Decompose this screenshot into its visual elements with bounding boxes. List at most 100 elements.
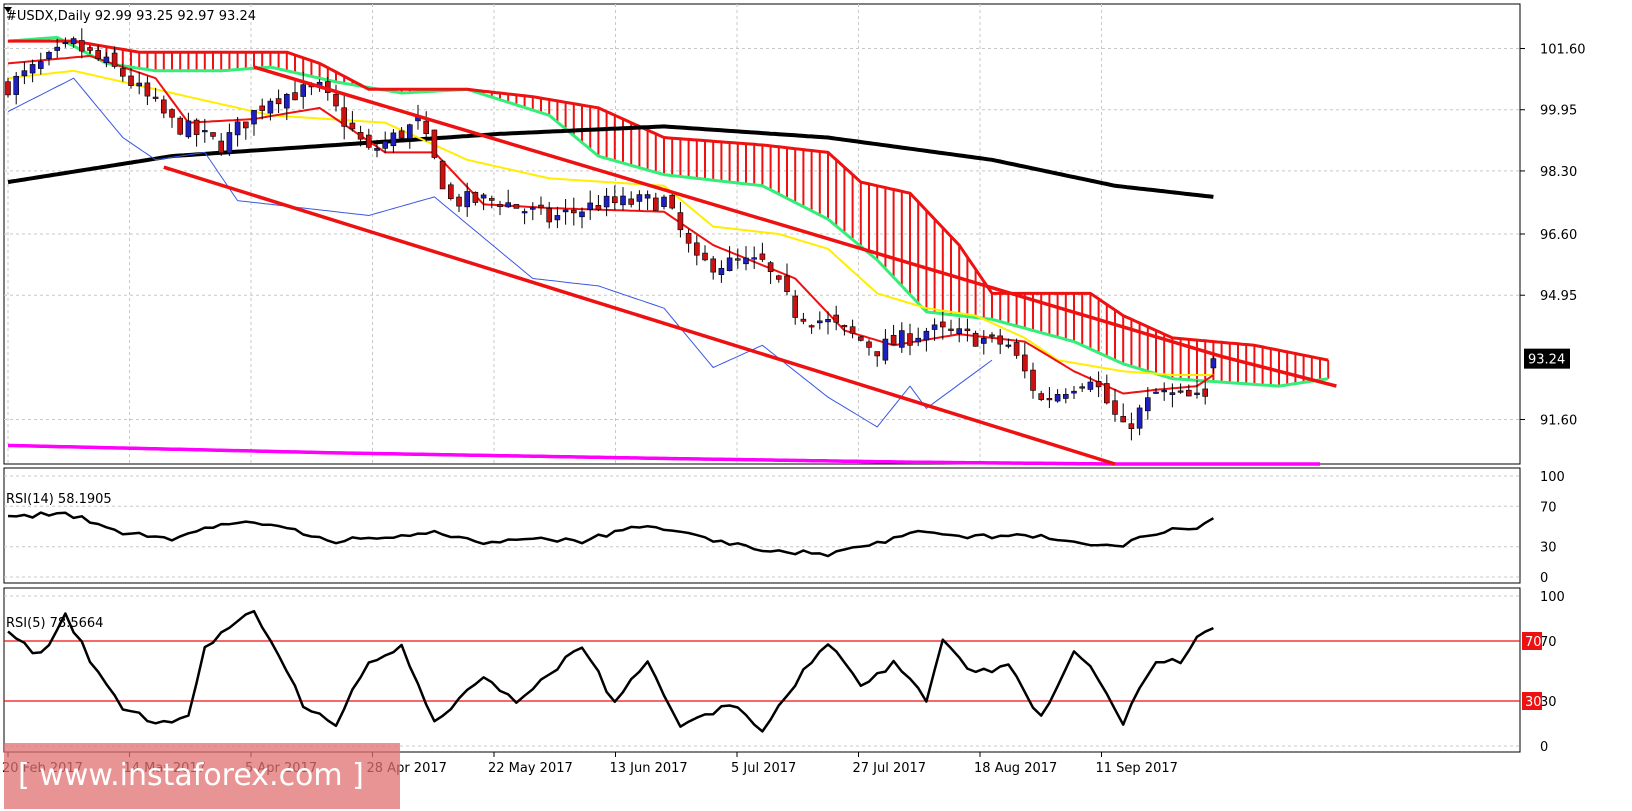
rsi-line: [7, 609, 1214, 733]
candle-body: [1021, 354, 1028, 372]
candle-body: [120, 68, 126, 77]
candle-body: [554, 215, 561, 221]
menu-triangle-icon[interactable]: [4, 7, 12, 13]
candle-body: [620, 195, 626, 206]
candle-body: [579, 211, 585, 218]
candle-body: [1194, 392, 1200, 395]
candle-body: [661, 196, 667, 207]
rsi-line: [7, 511, 1215, 558]
moving-average-black: [7, 124, 1214, 199]
rsi14-panel[interactable]: [7, 511, 1215, 558]
candle-body: [103, 56, 110, 63]
panel-frame: [3, 467, 1521, 584]
rsi-y-tick-label: 70: [1540, 635, 1557, 650]
ichimoku-cloud: [7, 35, 1330, 388]
senkou-span-b: [8, 39, 1329, 362]
candle-body: [1104, 383, 1110, 404]
candle-body: [152, 96, 159, 99]
panel-frames: [3, 3, 1521, 753]
x-tick-label: 27 Jul 2017: [853, 761, 927, 776]
candle-body: [956, 328, 963, 335]
rsi-y-tick-label: 70: [1540, 500, 1557, 515]
candle-body: [775, 275, 782, 280]
candle-body: [1120, 416, 1126, 423]
candle-body: [718, 267, 725, 275]
candle-body: [931, 324, 938, 330]
candle-body: [185, 120, 192, 138]
candle-body: [447, 184, 454, 199]
candle-body: [472, 191, 479, 203]
rsi5-panel[interactable]: [4, 609, 1520, 733]
candle-body: [1136, 407, 1143, 429]
candle-body: [1153, 391, 1159, 394]
candle-body: [423, 120, 430, 134]
candle-body: [226, 132, 233, 154]
candle-body: [46, 51, 52, 59]
main-price-panel[interactable]: [5, 28, 1337, 466]
tenkan-sen: [7, 54, 1214, 395]
candle-body: [546, 208, 553, 223]
candle-body: [611, 196, 618, 204]
candle-body: [997, 335, 1004, 345]
candle-body: [488, 198, 495, 201]
candle-body: [406, 124, 413, 140]
regression-channel: [163, 65, 1337, 466]
candle-body: [702, 252, 708, 261]
candle-body: [292, 92, 298, 101]
candle-body: [808, 325, 815, 328]
price-tag-bg: [1524, 348, 1570, 369]
candle-body: [1013, 342, 1020, 356]
candle-body: [1005, 344, 1012, 347]
candle-body: [349, 122, 356, 130]
candle-body: [792, 295, 799, 318]
candle-body: [734, 258, 741, 261]
candle-body: [13, 75, 19, 95]
candle-body: [898, 330, 905, 348]
candle-body: [1177, 390, 1184, 393]
candle-body: [341, 107, 348, 127]
candle-body: [743, 257, 749, 265]
candle-body: [907, 333, 913, 346]
candle-body: [95, 50, 101, 59]
candle-body: [1046, 398, 1053, 401]
rsi-y-tick-label: 100: [1540, 590, 1565, 605]
x-tick-label: 18 Aug 2017: [974, 761, 1057, 776]
rsi-y-tick-label: 30: [1540, 695, 1557, 710]
candle-body: [521, 211, 528, 214]
candle-body: [177, 117, 183, 135]
candle-body: [857, 336, 864, 341]
candle-body: [21, 70, 28, 77]
candle-body: [161, 99, 167, 114]
price-tag: 93.24: [1528, 353, 1565, 368]
candle-body: [193, 119, 200, 135]
candle-body: [849, 326, 856, 334]
candle-body: [5, 81, 11, 96]
candle-body: [439, 160, 446, 190]
candle-body: [29, 64, 36, 74]
candle-body: [1095, 380, 1102, 388]
candle-body: [1063, 394, 1069, 399]
candle-body: [538, 204, 544, 208]
candle-body: [1087, 381, 1094, 390]
candle-body: [128, 75, 134, 86]
candle-body: [628, 198, 635, 205]
candle-body: [275, 98, 282, 105]
y-tick-label: 94.95: [1540, 289, 1577, 304]
moving-average-magenta: [8, 443, 1320, 466]
candle-body: [825, 319, 831, 323]
candle-body: [210, 132, 216, 137]
candle-body: [677, 212, 684, 231]
candle-body: [874, 351, 881, 357]
candle-body: [70, 38, 77, 45]
candle-body: [54, 46, 61, 51]
rsi-y-tick-label: 0: [1540, 740, 1548, 755]
candle-body: [644, 194, 651, 199]
candle-body: [800, 318, 807, 322]
candle-body: [456, 196, 462, 207]
candle-body: [87, 47, 93, 51]
kijun-sen: [7, 69, 1214, 376]
candle-body: [980, 337, 987, 344]
candle-body: [685, 232, 692, 244]
candle-body: [398, 130, 405, 139]
channel-lower-line: [163, 165, 1116, 466]
